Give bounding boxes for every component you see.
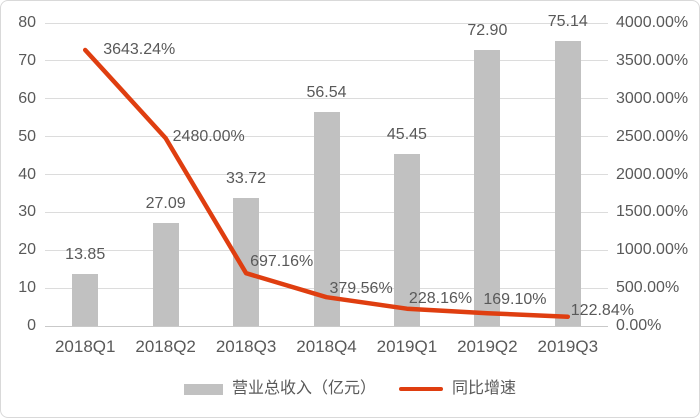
left-axis-tick-label: 40 [18,165,36,183]
left-axis-tick-label: 20 [18,241,36,259]
left-axis-tick-label: 0 [27,317,36,334]
line-value-label: 3643.24% [103,41,176,59]
left-axis-tick-label: 80 [18,14,36,31]
left-axis-tick-label: 30 [18,203,36,221]
right-axis-tick-label: 2000.00% [616,165,689,183]
right-axis-tick-label: 3500.00% [616,51,689,69]
gridline [45,22,608,24]
line-value-label: 122.84% [570,301,634,319]
legend-line-label: 同比增速 [452,380,517,397]
x-axis-tick-label: 2018Q4 [296,337,357,356]
right-axis-tick-label: 3000.00% [616,89,689,107]
x-axis-tick-label: 2018Q1 [54,337,116,356]
line-value-label: 228.16% [408,289,473,307]
right-axis-tick-label: 1000.00% [616,241,689,259]
x-axis-tick-label: 2019Q2 [457,337,518,356]
line-value-label: 169.10% [483,291,547,309]
left-axis-tick-label: 60 [18,89,36,107]
line-value-label: 379.56% [329,280,393,298]
bar-value-label: 33.72 [226,170,267,188]
bar-value-label: 45.45 [386,125,427,143]
legend: 营业总收入（亿元） 同比增速 [1,377,699,401]
bar-value-label: 27.09 [145,195,186,213]
gridline [45,325,608,327]
left-axis-tick-label: 10 [18,279,36,297]
legend-line-swatch [399,387,443,391]
right-axis-tick-label: 4000.00% [616,14,689,31]
x-axis-tick-label: 2019Q1 [376,337,438,356]
line-value-label: 2480.00% [172,128,245,146]
right-axis-tick-label: 0.00% [616,317,662,334]
right-axis-tick-label: 2500.00% [616,127,689,145]
bar-value-label: 56.54 [306,83,347,101]
right-axis-tick-label: 1500.00% [616,203,689,221]
bar-value-label: 13.85 [65,245,106,263]
x-axis-tick-label: 2018Q2 [135,337,196,356]
bar-value-label: 72.90 [467,21,508,39]
x-axis-tick-label: 2018Q3 [215,337,277,356]
line-value-label: 697.16% [250,253,314,271]
legend-bar-label: 营业总收入（亿元） [231,380,376,397]
right-axis-tick-label: 500.00% [616,279,680,297]
legend-bar-swatch [183,383,223,395]
bar-value-label: 75.14 [547,13,588,31]
left-axis-tick-label: 70 [18,51,36,69]
left-axis-tick-label: 50 [18,127,36,145]
x-axis-tick-label: 2019Q3 [537,337,599,356]
